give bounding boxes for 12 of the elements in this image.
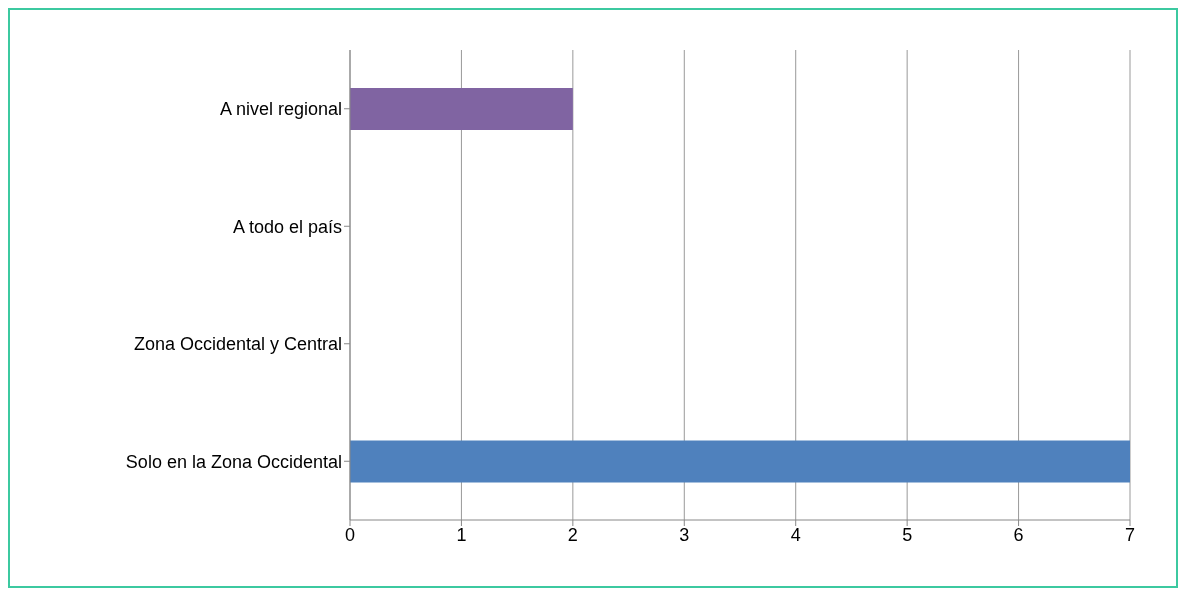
x-tick-label: 7 <box>1124 524 1136 545</box>
x-tick-label: 2 <box>567 524 578 545</box>
y-tick-label: Zona Occidental y Central <box>133 334 342 355</box>
x-tick-label: 1 <box>456 524 467 545</box>
x-tick-label: 5 <box>902 524 913 545</box>
x-tick-label: 6 <box>1013 524 1024 545</box>
x-tick-label: 3 <box>679 524 690 545</box>
x-tick-label: 0 <box>344 524 356 545</box>
y-tick-label: Solo en la Zona Occidental <box>125 451 342 472</box>
y-tick-label: A todo el país <box>232 216 342 237</box>
x-tick-label: 4 <box>790 524 801 545</box>
y-tick-label: A nivel regional <box>219 99 342 120</box>
